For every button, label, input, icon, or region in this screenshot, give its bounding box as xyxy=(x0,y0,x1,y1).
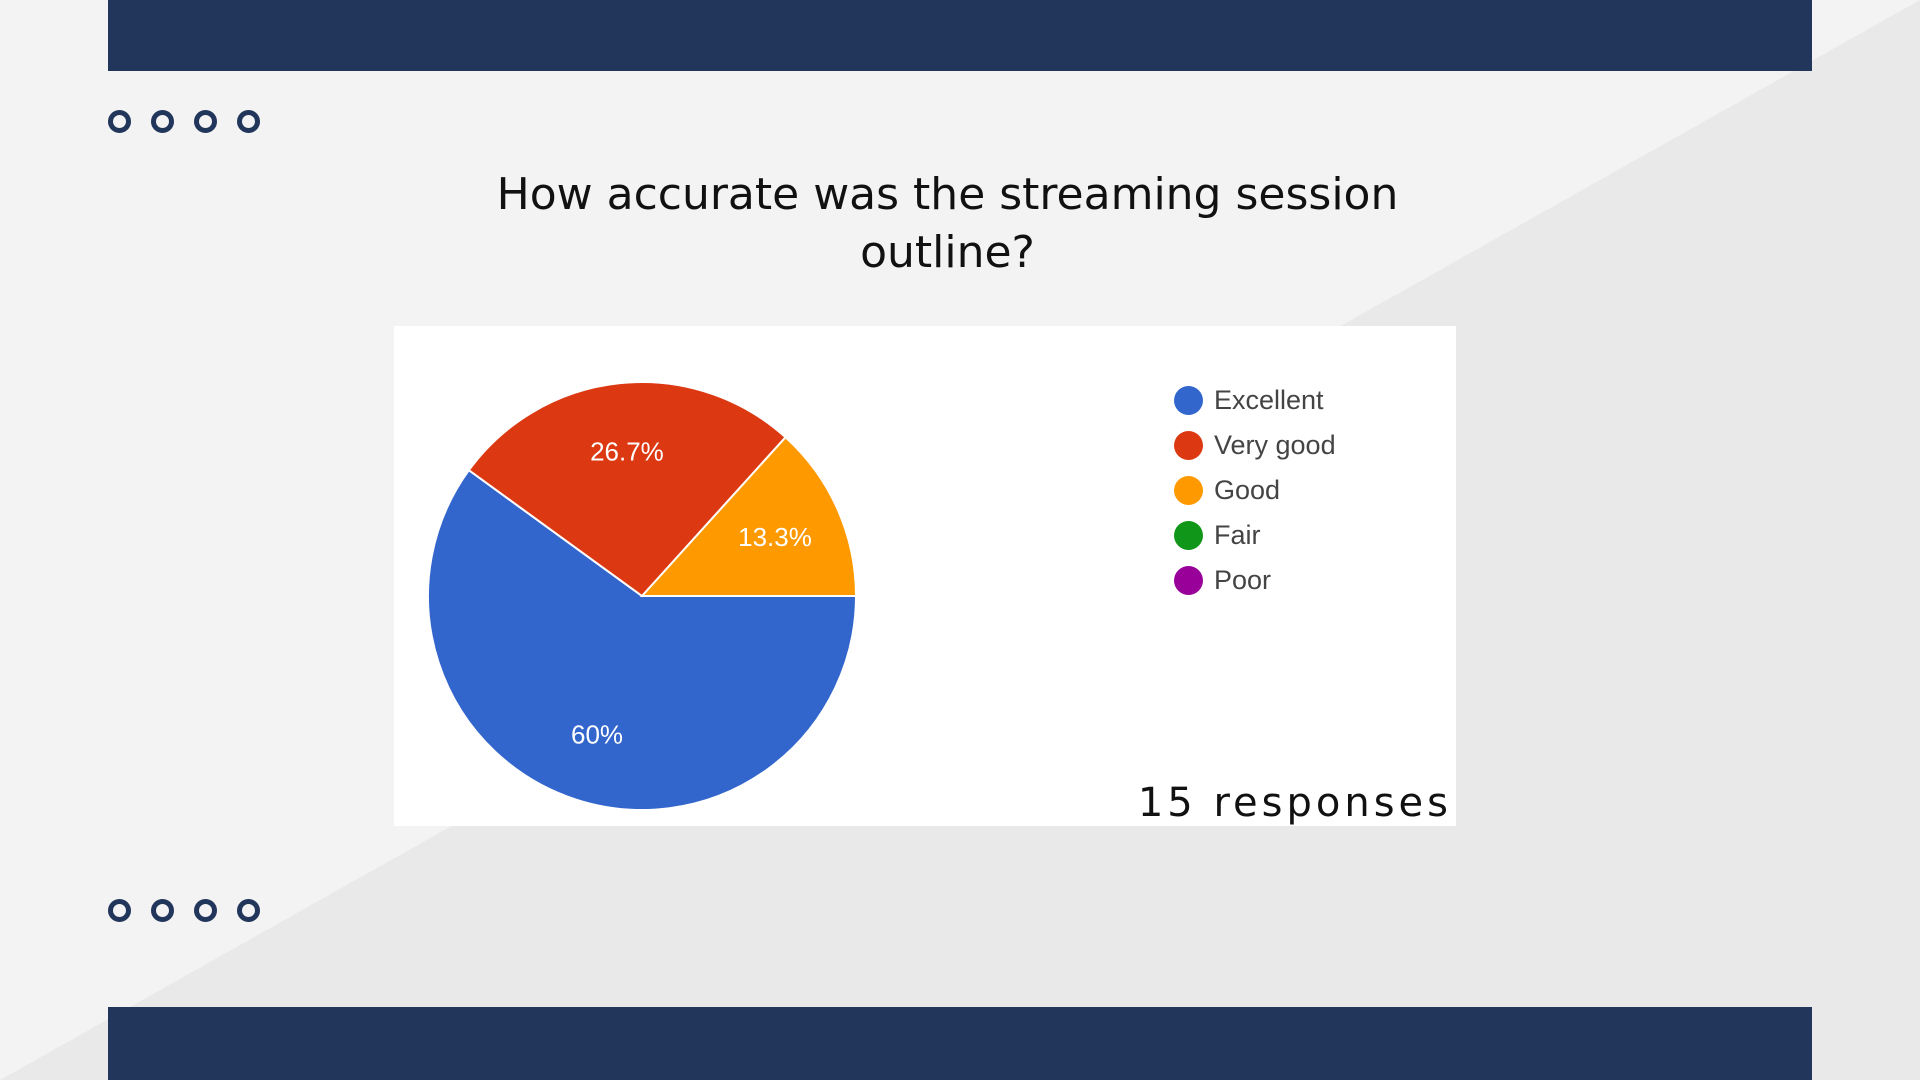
pie-slice-good xyxy=(639,435,858,597)
circle-icon xyxy=(194,899,217,922)
circle-icon xyxy=(237,110,260,133)
circle-icon xyxy=(151,899,174,922)
legend-item-excellent: Excellent xyxy=(1174,378,1336,423)
circle-icon xyxy=(108,899,131,922)
slide-title: How accurate was the streaming session o… xyxy=(496,169,1399,278)
legend-swatch-icon xyxy=(1174,476,1203,505)
legend-item-good: Good xyxy=(1174,468,1336,513)
pie-chart: 60% 26.7% 13.3% xyxy=(427,381,858,811)
legend-label: Good xyxy=(1214,475,1281,505)
bottom-banner xyxy=(108,1007,1812,1080)
pie-label-very-good: 26.7% xyxy=(590,436,664,466)
chart-legend: Excellent Very good Good Fair Poor xyxy=(1174,378,1336,603)
legend-label: Very good xyxy=(1214,430,1336,460)
legend-label: Fair xyxy=(1214,520,1261,550)
pie-slice-excellent xyxy=(427,468,858,811)
decorative-dots-bottom xyxy=(108,899,260,922)
legend-item-fair: Fair xyxy=(1174,513,1336,558)
decorative-dots-top xyxy=(108,110,260,133)
circle-icon xyxy=(108,110,131,133)
circle-icon xyxy=(194,110,217,133)
legend-item-very-good: Very good xyxy=(1174,423,1336,468)
responses-count: 15 responses xyxy=(1137,780,1452,826)
legend-swatch-icon xyxy=(1174,521,1203,550)
pie-label-excellent: 60% xyxy=(571,719,623,749)
top-banner xyxy=(108,0,1812,71)
legend-swatch-icon xyxy=(1174,431,1203,460)
circle-icon xyxy=(151,110,174,133)
legend-label: Excellent xyxy=(1214,385,1324,415)
legend-swatch-icon xyxy=(1174,566,1203,595)
legend-label: Poor xyxy=(1214,565,1272,595)
circle-icon xyxy=(237,899,260,922)
chart-panel: 60% 26.7% 13.3% Excellent Very good Good Fair… xyxy=(394,326,1456,826)
pie-label-good: 13.3% xyxy=(738,522,812,552)
legend-swatch-icon xyxy=(1174,386,1203,415)
legend-item-poor: Poor xyxy=(1174,558,1336,603)
pie-slice-very-good xyxy=(467,381,787,598)
